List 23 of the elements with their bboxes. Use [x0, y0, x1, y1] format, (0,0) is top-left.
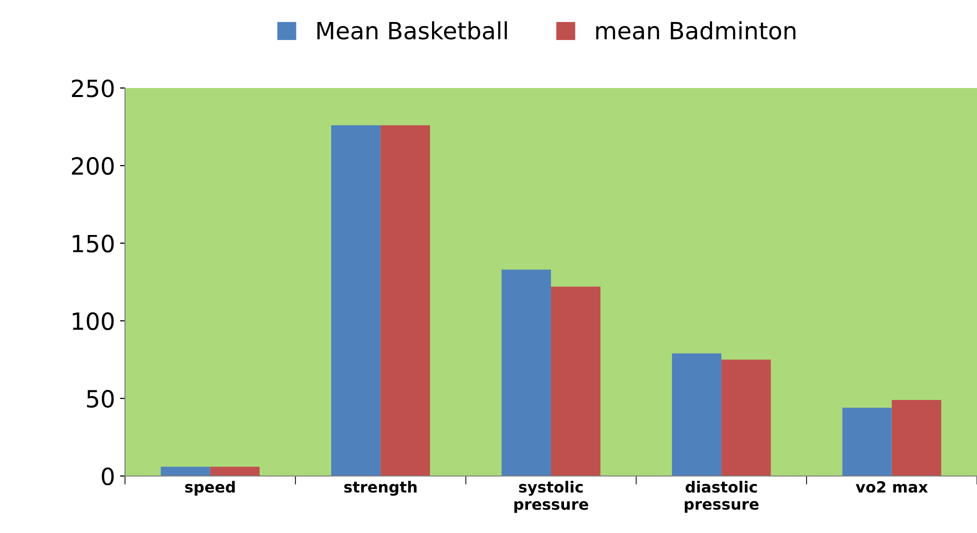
bar: [892, 400, 942, 476]
bar: [842, 408, 892, 476]
bar: [380, 125, 430, 476]
bar: [721, 360, 771, 476]
x-tick-label: strength: [344, 480, 417, 496]
x-tick-label: vo2 max: [856, 481, 928, 493]
x-tick-label: diastolic pressure: [684, 480, 759, 513]
bar: [331, 125, 381, 476]
bar: [672, 353, 722, 476]
x-tick-label: systolic pressure: [514, 480, 588, 513]
legend-label: mean Badminton: [596, 21, 796, 40]
bar: [160, 466, 210, 476]
y-tick-label: 250: [72, 79, 114, 98]
legend-label: Mean Basketball: [317, 21, 507, 40]
bar: [210, 466, 260, 476]
x-tick-label: speed: [185, 480, 235, 496]
y-tick-label: 100: [72, 312, 114, 330]
y-tick-label: 0: [102, 467, 114, 486]
y-tick-label: 200: [72, 157, 114, 175]
bar: [551, 286, 600, 476]
y-tick-label: 50: [87, 390, 114, 408]
bar: [502, 270, 551, 476]
y-tick-label: 150: [72, 234, 114, 253]
